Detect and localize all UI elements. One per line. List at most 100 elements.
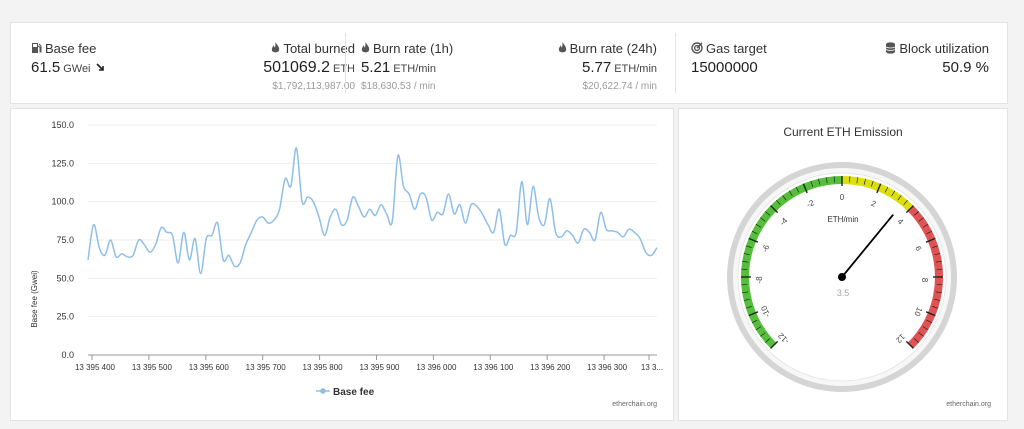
gauge-tick xyxy=(935,291,942,294)
gauge-tick-label: 6 xyxy=(913,245,923,253)
gauge-title: Current ETH Emission xyxy=(783,125,902,139)
chart-credit[interactable]: etherchain.org xyxy=(612,401,657,408)
gauge-tick xyxy=(876,183,882,194)
gauge-tick xyxy=(891,190,896,197)
block-utilization-label-row: Block utilization xyxy=(885,41,989,57)
divider xyxy=(675,33,676,93)
base-fee-series-line xyxy=(87,147,658,275)
gauge-credit[interactable]: etherchain.org xyxy=(946,401,991,408)
arrow-down-right-icon xyxy=(95,59,105,76)
gauge-tick xyxy=(743,253,750,256)
burn-rate-1h-unit: ETH/min xyxy=(393,63,436,75)
gauge-tick xyxy=(884,186,889,193)
burn-rate-24h-unit: ETH/min xyxy=(614,63,657,75)
gauge-tick xyxy=(802,183,808,194)
x-tick-label: 13 395 400 xyxy=(75,363,116,372)
y-tick-label: 125.0 xyxy=(51,158,74,168)
gauge-tick xyxy=(745,245,752,248)
block-utilization-label: Block utilization xyxy=(899,41,989,56)
gauge-tick xyxy=(934,298,941,301)
gauge-tick xyxy=(818,178,821,185)
total-burned-label: Total burned xyxy=(283,41,355,56)
base-fee-line-chart: 0.0 25.0 50.0 75.0 100.0 125.0 150.0 13 395 40… xyxy=(30,120,663,398)
x-tick-label: 13 395 700 xyxy=(246,363,287,372)
burn-rate-24h-value-row: 5.77 ETH/min xyxy=(582,59,657,76)
flame-icon xyxy=(271,42,280,57)
gauge-tick xyxy=(934,253,941,256)
gauge-tick-label: -10 xyxy=(759,304,772,319)
gauge-tick xyxy=(810,180,813,187)
gauge-tick xyxy=(932,245,939,248)
x-tick-label: 13 396 200 xyxy=(530,363,571,372)
gauge-tick xyxy=(897,195,902,201)
burn-rate-1h-value-row: 5.21 ETH/min xyxy=(361,59,436,76)
burn-rate-1h-value: 5.21 xyxy=(361,59,391,76)
gauge-tick xyxy=(918,332,924,337)
base-fee-value-row: 61.5 GWei xyxy=(31,59,105,76)
gauge-tick xyxy=(922,326,929,331)
gauge-tick-label: 8 xyxy=(920,278,929,283)
total-burned-value: 501069.2 xyxy=(263,59,330,76)
base-fee-unit: GWei xyxy=(63,63,91,75)
gauge-tick xyxy=(751,319,758,324)
gauge-tick xyxy=(925,237,936,243)
gauge-tick-label: -6 xyxy=(760,243,771,254)
gauge-tick-label: -2 xyxy=(805,198,816,209)
x-tick-label: 13 3... xyxy=(641,363,663,372)
gauge-tick xyxy=(770,340,779,349)
gauge-tick-label: 0 xyxy=(840,193,845,202)
total-burned-label-row: Total burned xyxy=(271,41,355,57)
base-fee-label-row: Base fee xyxy=(31,41,96,57)
gas-target-label-row: Gas target xyxy=(691,41,767,57)
gauge-tick xyxy=(748,311,759,317)
gauge-tick xyxy=(914,211,920,216)
gauge-tick xyxy=(905,340,914,349)
flame-icon xyxy=(558,42,567,57)
x-tick-label: 13 395 800 xyxy=(303,363,344,372)
legend-point-marker xyxy=(320,388,326,394)
burn-rate-1h-label-row: Burn rate (1h) xyxy=(361,41,453,57)
stat-burn-rate-1h: Burn rate (1h) 5.21 ETH/min $18,630.53 / … xyxy=(361,23,521,105)
gauge-tick xyxy=(764,211,770,216)
divider xyxy=(345,33,346,93)
legend[interactable]: Base fee xyxy=(316,387,375,398)
gauge-tick xyxy=(782,195,787,201)
x-tick-label: 13 395 600 xyxy=(189,363,230,372)
gauge-tick xyxy=(770,205,779,214)
gauge-tick xyxy=(863,178,866,185)
gauge-pivot xyxy=(838,273,846,281)
burn-rate-24h-label: Burn rate (24h) xyxy=(569,41,657,56)
stat-block-utilization: Block utilization 50.9 % xyxy=(829,23,989,105)
y-tick-label: 25.0 xyxy=(56,312,74,322)
gauge-tick-label: -8 xyxy=(755,276,764,284)
x-tick-label: 13 396 300 xyxy=(587,363,628,372)
emission-gauge: Current ETH Emission -12-10-8-6-4-202468… xyxy=(727,125,957,392)
gauge-tick xyxy=(760,217,766,222)
gauge-tick xyxy=(903,199,908,205)
gauge-tick xyxy=(748,237,759,243)
stat-gas-target: Gas target 15000000 xyxy=(691,23,851,105)
x-tick-label: 13 396 000 xyxy=(416,363,457,372)
gauge-unit-label: ETH/min xyxy=(827,215,858,224)
total-burned-usd: $1,792,113,987.00 xyxy=(272,81,355,92)
gauge-tick xyxy=(926,319,933,324)
gauge-tick xyxy=(905,205,914,214)
base-fee-chart-panel: 0.0 25.0 50.0 75.0 100.0 125.0 150.0 13 395 40… xyxy=(10,108,674,421)
stats-bar: Base fee 61.5 GWei Total burned 501069.2 E… xyxy=(10,22,1008,104)
gas-target-value: 15000000 xyxy=(691,59,758,76)
gauge-tick xyxy=(935,260,942,263)
stat-burn-rate-24h: Burn rate (24h) 5.77 ETH/min $20,622.74 /… xyxy=(497,23,657,105)
gauge-tick xyxy=(932,306,939,309)
gauge-tick xyxy=(745,306,752,309)
x-tick-label: 13 396 100 xyxy=(473,363,514,372)
gauge-tick-label: 4 xyxy=(896,217,906,227)
gas-target-label: Gas target xyxy=(706,41,767,56)
gauge-tick xyxy=(825,177,828,184)
gauge-tick xyxy=(926,230,933,235)
burn-rate-24h-usd: $20,622.74 / min xyxy=(582,81,658,92)
gauge-tick xyxy=(776,199,781,205)
gauge-tick xyxy=(914,338,920,343)
gauge-tick xyxy=(922,223,929,228)
gauge-tick xyxy=(918,217,924,222)
gauge-band xyxy=(842,176,914,212)
